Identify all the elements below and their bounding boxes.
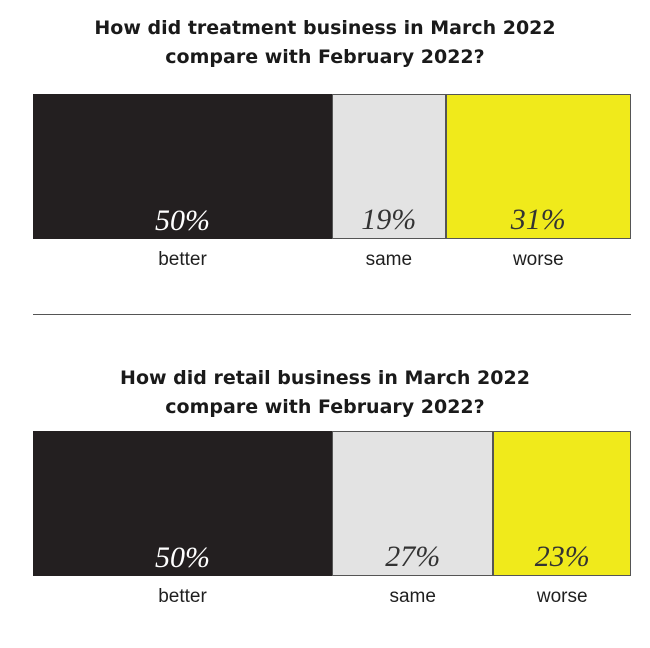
- chart-title-line-2: compare with February 2022?: [165, 46, 485, 68]
- bar-segment-better: 50%: [33, 431, 332, 576]
- chart-title-line-1: How did retail business in March 2022: [120, 367, 530, 389]
- category-label-same: same: [389, 586, 436, 607]
- category-label-same: same: [365, 249, 413, 270]
- chart-title-line-1: How did treatment business in March 2022: [94, 17, 556, 39]
- category-label-worse: worse: [512, 249, 564, 270]
- chart-title: How did retail business in March 2022 co…: [0, 364, 650, 422]
- bar-value-label: 27%: [385, 540, 441, 573]
- bar-segment-same: 19%: [332, 94, 446, 239]
- stacked-bar: 50% better 27% same 23% worse: [33, 431, 631, 607]
- category-label-better: better: [158, 586, 207, 607]
- bar-segment-same: 27%: [332, 431, 494, 576]
- treatment-business-chart: How did treatment business in March 2022…: [0, 0, 650, 314]
- chart-divider: [33, 314, 631, 315]
- bar-segment-worse: 31%: [445, 94, 631, 239]
- category-label-better: better: [158, 249, 207, 270]
- bar-segment-worse: 23%: [493, 431, 631, 576]
- stacked-bar: 50% better 19% same 31% worse: [33, 94, 631, 270]
- bar-value-label: 50%: [155, 204, 210, 237]
- bar-segment-better: 50%: [33, 94, 332, 239]
- bar-value-label: 23%: [534, 540, 590, 573]
- retail-business-chart: How did retail business in March 2022 co…: [0, 334, 650, 648]
- category-label-worse: worse: [536, 586, 588, 607]
- chart-title-line-2: compare with February 2022?: [165, 396, 485, 418]
- chart-title: How did treatment business in March 2022…: [0, 14, 650, 72]
- bar-value-label: 31%: [510, 203, 566, 236]
- bar-value-label: 19%: [361, 203, 417, 236]
- bar-value-label: 50%: [155, 541, 210, 574]
